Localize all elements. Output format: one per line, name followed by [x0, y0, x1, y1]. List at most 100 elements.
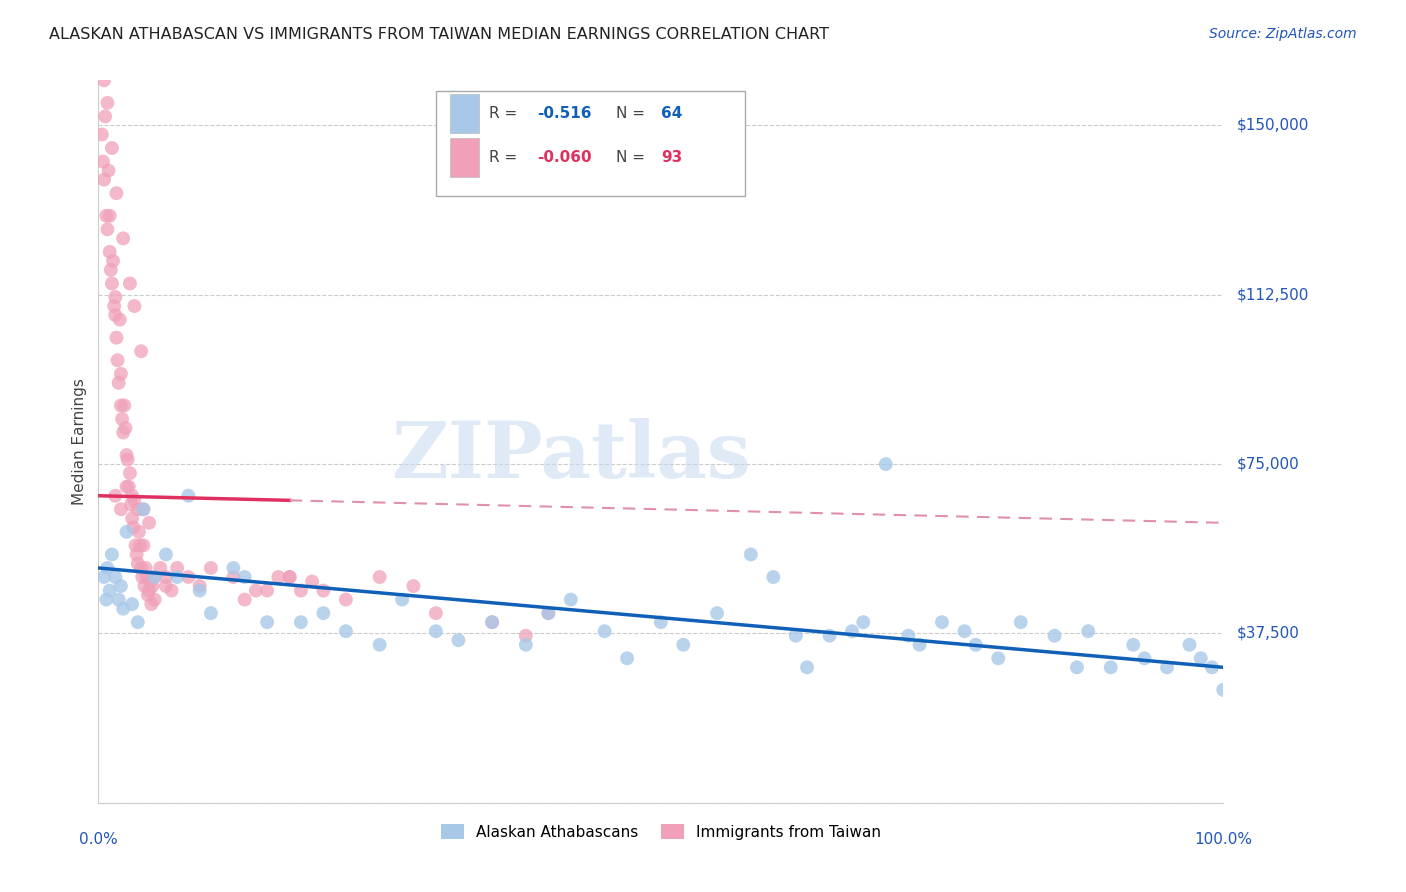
Point: [616, 651, 638, 665]
Point: [256, 583, 278, 598]
Point: [908, 638, 931, 652]
Point: [122, 520, 145, 534]
Point: [391, 592, 413, 607]
Point: [1189, 651, 1212, 665]
Point: [110, 502, 132, 516]
Point: [120, 498, 142, 512]
Point: [104, 308, 127, 322]
Point: [104, 489, 127, 503]
Point: [143, 592, 166, 607]
Point: [112, 398, 135, 412]
Point: [188, 579, 211, 593]
Point: [200, 561, 222, 575]
Point: [93, 172, 115, 186]
Point: [841, 624, 863, 639]
Point: [110, 579, 132, 593]
Point: [290, 615, 312, 630]
Text: R =: R =: [489, 106, 522, 121]
Point: [481, 615, 503, 630]
Point: [481, 615, 503, 630]
Point: [1043, 629, 1066, 643]
Point: [127, 502, 149, 516]
Point: [1201, 660, 1223, 674]
Point: [96, 561, 118, 575]
Point: [245, 583, 267, 598]
Point: [93, 73, 115, 87]
Point: [139, 574, 162, 589]
Point: [301, 574, 323, 589]
Point: [101, 253, 124, 268]
Point: [121, 489, 143, 503]
Point: [138, 583, 160, 598]
Point: [125, 548, 148, 562]
Point: [650, 615, 672, 630]
Point: [97, 163, 120, 178]
Point: [121, 597, 143, 611]
Point: [1156, 660, 1178, 674]
Text: $150,000: $150,000: [1237, 118, 1309, 133]
Point: [233, 592, 256, 607]
Point: [155, 570, 177, 584]
Point: [111, 412, 134, 426]
Point: [138, 516, 160, 530]
Point: [114, 421, 136, 435]
Point: [90, 128, 112, 142]
Point: [177, 489, 200, 503]
Point: [124, 493, 146, 508]
Point: [166, 570, 188, 584]
Point: [129, 344, 152, 359]
Point: [672, 638, 695, 652]
Point: [335, 624, 357, 639]
Point: [129, 561, 152, 575]
Point: [931, 615, 953, 630]
Point: [128, 524, 150, 539]
Point: [143, 570, 166, 584]
Point: [256, 615, 278, 630]
Point: [560, 592, 582, 607]
Point: [132, 538, 155, 552]
Point: [98, 209, 121, 223]
Point: [796, 660, 818, 674]
Point: [115, 480, 138, 494]
Point: [368, 638, 391, 652]
Text: -0.060: -0.060: [537, 150, 592, 165]
Point: [132, 502, 155, 516]
Text: ZIPatlas: ZIPatlas: [391, 418, 751, 494]
Point: [1122, 638, 1144, 652]
Point: [312, 583, 335, 598]
Point: [100, 263, 122, 277]
Point: [96, 209, 118, 223]
Text: 64: 64: [661, 106, 682, 121]
Text: N =: N =: [616, 150, 650, 165]
Point: [94, 109, 117, 123]
Point: [96, 592, 118, 607]
Point: [96, 222, 118, 236]
Point: [222, 561, 245, 575]
Point: [278, 570, 301, 584]
Text: Source: ZipAtlas.com: Source: ZipAtlas.com: [1209, 27, 1357, 41]
Point: [132, 502, 155, 516]
Text: $112,500: $112,500: [1237, 287, 1309, 302]
Point: [515, 638, 537, 652]
Point: [222, 570, 245, 584]
Point: [112, 601, 135, 615]
Point: [818, 629, 841, 643]
Point: [107, 376, 129, 390]
Legend: Alaskan Athabascans, Immigrants from Taiwan: Alaskan Athabascans, Immigrants from Tai…: [434, 818, 887, 846]
Point: [515, 629, 537, 643]
Point: [740, 548, 762, 562]
Point: [335, 592, 357, 607]
Point: [762, 570, 785, 584]
Text: N =: N =: [616, 106, 650, 121]
Text: ALASKAN ATHABASCAN VS IMMIGRANTS FROM TAIWAN MEDIAN EARNINGS CORRELATION CHART: ALASKAN ATHABASCAN VS IMMIGRANTS FROM TA…: [49, 27, 830, 42]
Point: [290, 583, 312, 598]
Point: [402, 579, 425, 593]
Point: [112, 231, 135, 245]
Point: [112, 425, 135, 440]
Point: [143, 570, 166, 584]
Point: [141, 597, 163, 611]
Point: [91, 154, 114, 169]
Point: [118, 466, 141, 480]
Text: 93: 93: [661, 150, 682, 165]
Point: [149, 561, 172, 575]
